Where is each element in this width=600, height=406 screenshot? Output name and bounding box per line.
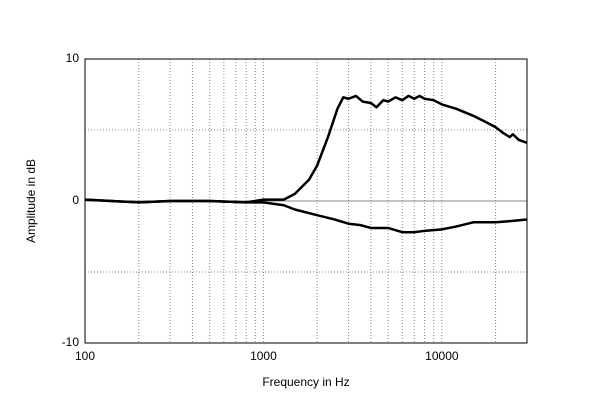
x-tick-label: 1000 [250, 349, 277, 363]
y-tick-label: -10 [62, 335, 80, 349]
plot-frame [84, 58, 528, 344]
x-axis-label: Frequency in Hz [262, 375, 349, 389]
x-tick-label: 10000 [425, 349, 459, 363]
series-line [84, 198, 528, 234]
y-tick-label: 10 [66, 51, 80, 65]
y-tick-label: 0 [72, 193, 79, 207]
y-axis-label: Amplitude in dB [24, 159, 38, 243]
x-tick-label: 100 [75, 349, 95, 363]
series-line [84, 94, 528, 204]
